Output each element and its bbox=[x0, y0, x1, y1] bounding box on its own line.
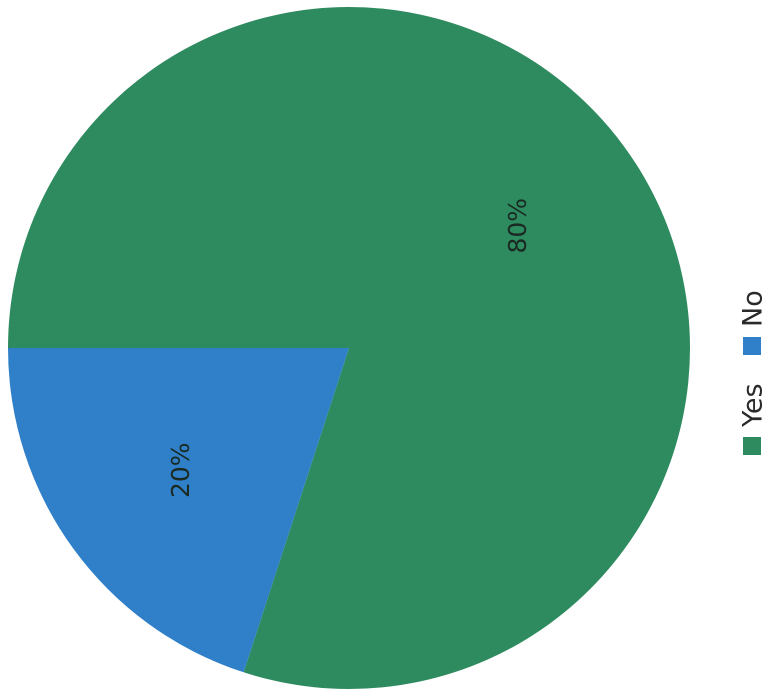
pie-slices bbox=[7, 6, 690, 689]
pie-slice-yes bbox=[8, 6, 690, 689]
legend-swatch-no bbox=[743, 337, 761, 355]
slice-value-label-yes: 80% bbox=[503, 198, 532, 254]
legend-item-yes: Yes bbox=[738, 383, 769, 455]
pie-slice-no bbox=[7, 348, 349, 673]
legend: Yes No bbox=[738, 290, 769, 455]
pie-slice-labels: 80% 20% bbox=[166, 198, 532, 498]
legend-label-yes: Yes bbox=[738, 383, 769, 428]
legend-swatch-yes bbox=[743, 437, 761, 455]
legend-label-no: No bbox=[738, 290, 769, 327]
legend-item-no: No bbox=[738, 290, 769, 355]
slice-value-label-no: 20% bbox=[166, 442, 195, 498]
